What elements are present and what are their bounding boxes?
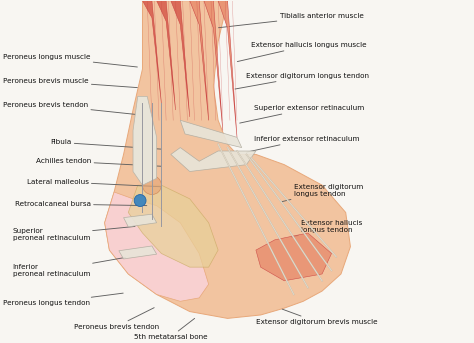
Text: Superior extensor retinaculum: Superior extensor retinaculum (240, 105, 364, 123)
Text: Inferior extensor retinaculum: Inferior extensor retinaculum (247, 136, 359, 152)
Ellipse shape (134, 194, 146, 206)
Text: Extensor digitorum
longus tendon: Extensor digitorum longus tendon (282, 184, 363, 202)
Text: Peroneus longus muscle: Peroneus longus muscle (3, 54, 137, 67)
Polygon shape (256, 233, 331, 281)
Polygon shape (105, 1, 350, 318)
Text: Inferior
peroneal retinaculum: Inferior peroneal retinaculum (12, 257, 126, 277)
Polygon shape (128, 185, 218, 267)
Text: Peroneus longus tendon: Peroneus longus tendon (3, 293, 123, 306)
Text: Extensor digitorum brevis muscle: Extensor digitorum brevis muscle (256, 309, 377, 325)
Text: Extensor hallucis
longus tendon: Extensor hallucis longus tendon (292, 220, 362, 237)
Text: Tibialis anterior muscle: Tibialis anterior muscle (219, 13, 364, 28)
Text: Extensor hallucis longus muscle: Extensor hallucis longus muscle (237, 42, 367, 61)
Polygon shape (218, 1, 237, 137)
Polygon shape (204, 1, 223, 130)
Text: Superior
peroneal retinaculum: Superior peroneal retinaculum (12, 226, 135, 241)
Text: Peroneus brevis muscle: Peroneus brevis muscle (3, 78, 137, 87)
Polygon shape (133, 96, 156, 185)
Ellipse shape (143, 176, 161, 194)
Text: Retrocalcaneal bursa: Retrocalcaneal bursa (15, 201, 147, 207)
Text: Peroneus brevis tendon: Peroneus brevis tendon (3, 102, 140, 115)
Text: Extensor digitorum longus tendon: Extensor digitorum longus tendon (235, 73, 369, 89)
Polygon shape (124, 214, 156, 227)
Text: 5th metatarsal bone: 5th metatarsal bone (134, 318, 208, 340)
Text: Achilles tendon: Achilles tendon (36, 158, 161, 166)
Polygon shape (171, 1, 190, 117)
Text: Peroneus brevis tendon: Peroneus brevis tendon (74, 308, 159, 330)
Polygon shape (171, 147, 256, 172)
Polygon shape (105, 192, 209, 301)
Polygon shape (143, 1, 161, 103)
Polygon shape (190, 1, 209, 120)
Polygon shape (156, 1, 175, 110)
Polygon shape (119, 246, 156, 259)
Text: Fibula: Fibula (50, 140, 161, 149)
Polygon shape (180, 120, 242, 147)
Text: Lateral malleolus: Lateral malleolus (27, 179, 161, 187)
